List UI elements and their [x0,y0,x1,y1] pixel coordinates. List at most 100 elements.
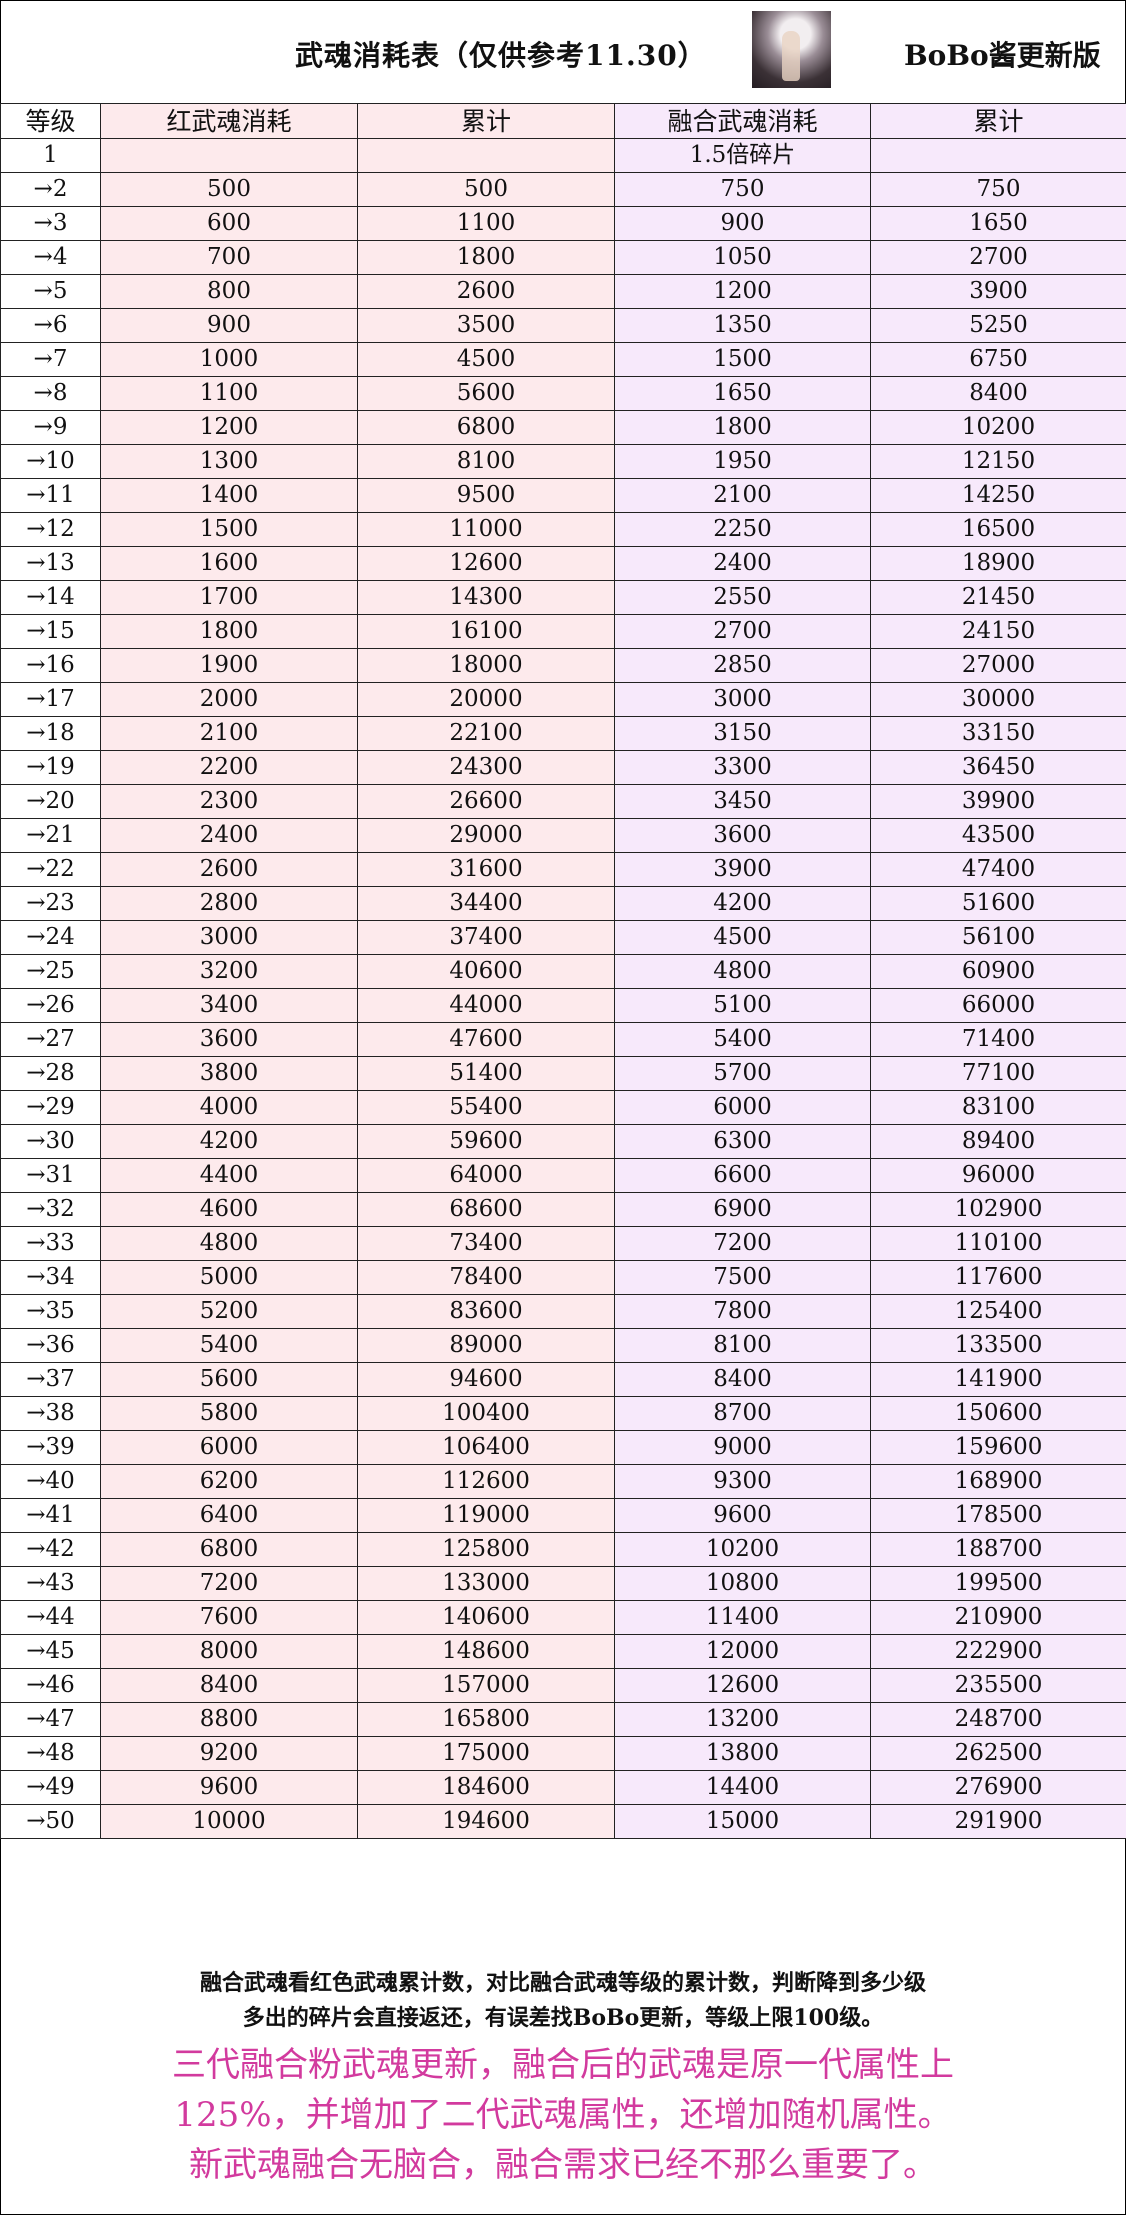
red-total-cell: 5600 [357,376,615,411]
fusion-cost-cell: 3900 [614,852,871,887]
fusion-total-cell: 36450 [870,750,1126,785]
table-row: →36 5400 89000 8100 133500 [0,1328,1126,1363]
table-row: →47 8800 165800 13200 248700 [0,1702,1126,1737]
table-row: →42 6800 125800 10200 188700 [0,1532,1126,1567]
fusion-cost-cell: 11400 [614,1600,871,1635]
red-cost-cell: 5400 [100,1328,358,1363]
red-cost-cell: 4800 [100,1226,358,1261]
red-total-cell: 194600 [357,1804,615,1839]
red-total-cell: 83600 [357,1294,615,1329]
table-row: →30 4200 59600 6300 89400 [0,1124,1126,1159]
fusion-total-cell: 14250 [870,478,1126,513]
table-row: →41 6400 119000 9600 178500 [0,1498,1126,1533]
red-cost-cell: 1100 [100,376,358,411]
fusion-cost-cell: 900 [614,206,871,241]
fusion-total-cell: 77100 [870,1056,1126,1091]
table-row: →15 1800 16100 2700 24150 [0,614,1126,649]
red-total-cell: 31600 [357,852,615,887]
fusion-total-cell: 30000 [870,682,1126,717]
fusion-total-cell: 235500 [870,1668,1126,1703]
col-header-red-cost: 红武魂消耗 [100,103,358,139]
red-cost-cell: 1900 [100,648,358,683]
table-row: →46 8400 157000 12600 235500 [0,1668,1126,1703]
fusion-cost-cell: 3000 [614,682,871,717]
fusion-total-cell: 66000 [870,988,1126,1023]
level-cell: →11 [0,478,101,513]
fusion-cost-cell: 1350 [614,308,871,343]
red-cost-cell: 3400 [100,988,358,1023]
level-cell: →31 [0,1158,101,1193]
red-total-cell: 37400 [357,920,615,955]
red-cost-cell: 4000 [100,1090,358,1125]
table-row: →48 9200 175000 13800 262500 [0,1736,1126,1771]
fusion-cost-cell: 2850 [614,648,871,683]
fusion-cost-cell: 1500 [614,342,871,377]
red-cost-cell: 3000 [100,920,358,955]
table-row: →27 3600 47600 5400 71400 [0,1022,1126,1057]
highlight-line: 125%，并增加了二代武魂属性，还增加随机属性。 [174,2095,952,2135]
red-total-cell: 59600 [357,1124,615,1159]
note-line: 融合武魂看红色武魂累计数，对比融合武魂等级的累计数，判断降到多少级 [199,1970,926,1996]
red-total-cell: 184600 [357,1770,615,1805]
table-row: →49 9600 184600 14400 276900 [0,1770,1126,1805]
table-row: →50 10000 194600 15000 291900 [0,1804,1126,1839]
table-row: →32 4600 68600 6900 102900 [0,1192,1126,1227]
table-row: →14 1700 14300 2550 21450 [0,580,1126,615]
fusion-total-cell: 96000 [870,1158,1126,1193]
table-row: →31 4400 64000 6600 96000 [0,1158,1126,1193]
fusion-cost-cell: 4500 [614,920,871,955]
level-cell: →20 [0,784,101,819]
red-total-cell: 133000 [357,1566,615,1601]
col-header-red-total: 累计 [357,103,615,139]
fusion-total-cell: 6750 [870,342,1126,377]
fusion-total-cell: 3900 [870,274,1126,309]
table-row: →24 3000 37400 4500 56100 [0,920,1126,955]
red-total-cell: 26600 [357,784,615,819]
fusion-cost-cell: 5400 [614,1022,871,1057]
fusion-total-cell: 291900 [870,1804,1126,1839]
table-row: →2 500 500 750 750 [0,172,1126,207]
fusion-total-cell: 102900 [870,1192,1126,1227]
level-cell: →24 [0,920,101,955]
fusion-total-cell: 18900 [870,546,1126,581]
red-cost-cell: 1800 [100,614,358,649]
fusion-total-cell: 83100 [870,1090,1126,1125]
level-cell: →29 [0,1090,101,1125]
table-row: →16 1900 18000 2850 27000 [0,648,1126,683]
table-row: →35 5200 83600 7800 125400 [0,1294,1126,1329]
red-total-cell: 157000 [357,1668,615,1703]
level-cell: →8 [0,376,101,411]
red-cost-cell: 3800 [100,1056,358,1091]
red-cost-cell: 8000 [100,1634,358,1669]
level-cell: →27 [0,1022,101,1057]
red-cost-cell: 6200 [100,1464,358,1499]
red-cost-cell: 2000 [100,682,358,717]
fusion-cost-cell: 8100 [614,1328,871,1363]
red-cost-cell: 6800 [100,1532,358,1567]
table-row: →6 900 3500 1350 5250 [0,308,1126,343]
red-cost-cell: 1700 [100,580,358,615]
fusion-cost-cell: 9600 [614,1498,871,1533]
red-cost-cell: 9200 [100,1736,358,1771]
fusion-cost-cell: 12600 [614,1668,871,1703]
highlight-line: 三代融合粉武魂更新，融合后的武魂是原一代属性上 [172,2045,954,2085]
table-row: →7 1000 4500 1500 6750 [0,342,1126,377]
table-row: →4 700 1800 1050 2700 [0,240,1126,275]
red-cost-cell: 800 [100,274,358,309]
red-total-cell: 78400 [357,1260,615,1295]
red-total-cell: 20000 [357,682,615,717]
level-cell: →33 [0,1226,101,1261]
level-cell: →19 [0,750,101,785]
level-cell: →3 [0,206,101,241]
level-cell: →2 [0,172,101,207]
level-cell: →35 [0,1294,101,1329]
fusion-cost-cell: 8700 [614,1396,871,1431]
fusion-total-cell: 150600 [870,1396,1126,1431]
red-cost-cell: 500 [100,172,358,207]
red-total-cell: 112600 [357,1464,615,1499]
red-total-cell: 51400 [357,1056,615,1091]
level-cell: →44 [0,1600,101,1635]
fusion-total-cell: 750 [870,172,1126,207]
level-cell: →7 [0,342,101,377]
fusion-total-cell: 71400 [870,1022,1126,1057]
